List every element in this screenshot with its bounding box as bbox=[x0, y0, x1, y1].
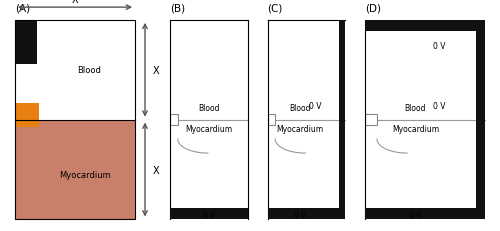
Text: Myocardium: Myocardium bbox=[58, 170, 110, 179]
Bar bbox=[170, 21, 248, 219]
Bar bbox=[15, 21, 36, 64]
Bar bbox=[268, 21, 345, 219]
Bar bbox=[476, 21, 485, 219]
Text: X: X bbox=[72, 0, 78, 5]
Text: (B): (B) bbox=[170, 4, 185, 14]
Bar bbox=[365, 21, 485, 32]
Text: 0 V: 0 V bbox=[409, 210, 422, 219]
Bar bbox=[268, 115, 275, 126]
Text: 0 V: 0 V bbox=[310, 102, 322, 111]
Text: Blood: Blood bbox=[290, 103, 311, 112]
Text: Myocardium: Myocardium bbox=[392, 124, 439, 133]
Text: 0 V: 0 V bbox=[433, 42, 446, 51]
Bar bbox=[170, 115, 178, 126]
Text: 0 V: 0 V bbox=[433, 102, 446, 111]
Text: Blood: Blood bbox=[78, 66, 102, 75]
Bar bbox=[15, 103, 39, 127]
Text: 0 V: 0 V bbox=[294, 210, 306, 219]
Text: Myocardium: Myocardium bbox=[185, 124, 232, 133]
Text: Blood: Blood bbox=[198, 103, 220, 112]
Text: Blood: Blood bbox=[404, 103, 426, 112]
Text: (D): (D) bbox=[365, 4, 381, 14]
Bar bbox=[15, 21, 135, 219]
Bar bbox=[365, 209, 485, 219]
Bar bbox=[15, 21, 135, 120]
Text: (A): (A) bbox=[15, 4, 30, 14]
Bar bbox=[339, 21, 345, 219]
Bar bbox=[365, 21, 485, 219]
Text: X: X bbox=[152, 65, 159, 76]
Text: (C): (C) bbox=[268, 4, 283, 14]
Text: Myocardium: Myocardium bbox=[276, 124, 324, 133]
Bar bbox=[15, 120, 135, 219]
Bar bbox=[170, 209, 248, 219]
Bar bbox=[268, 209, 345, 219]
Text: 0 V: 0 V bbox=[202, 210, 215, 219]
Text: X: X bbox=[152, 165, 159, 175]
Bar bbox=[365, 115, 377, 126]
